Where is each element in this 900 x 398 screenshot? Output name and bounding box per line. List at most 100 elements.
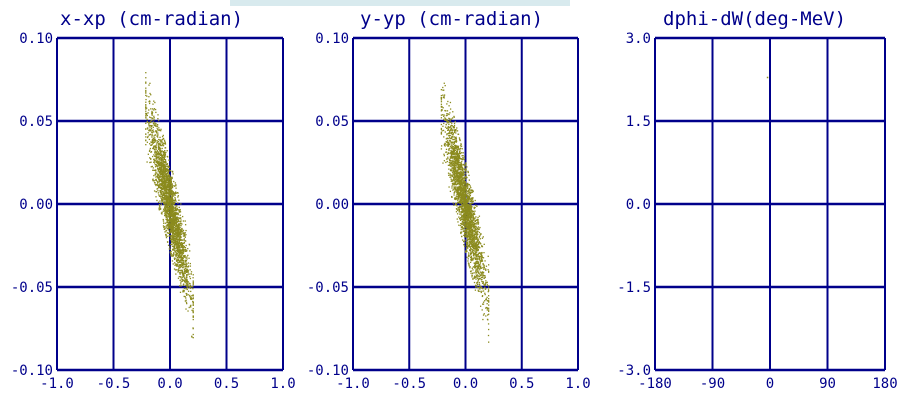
x-xp-particle	[157, 162, 160, 164]
x-xp-particle	[160, 157, 163, 160]
x-xp-particle	[159, 163, 161, 165]
x-xp-particle	[170, 243, 172, 246]
x-xp-particle	[155, 161, 157, 163]
x-xp-particle	[145, 108, 147, 110]
y-yp-particle	[476, 265, 478, 267]
y-yp-particle	[467, 186, 469, 188]
x-xp-particle	[162, 143, 164, 145]
x-xp-particle	[192, 311, 194, 313]
y-yp-particle	[448, 143, 450, 145]
x-xp-particle	[175, 265, 178, 267]
x-xp-particle	[151, 155, 154, 158]
x-xp-particle	[165, 222, 167, 224]
x-xp-particle	[161, 170, 163, 172]
x-xp-particle	[158, 143, 160, 145]
x-xp-particle	[192, 297, 194, 299]
y-yp-particle	[451, 153, 453, 156]
x-xp-particle	[180, 264, 183, 266]
x-xp-particle	[183, 232, 186, 234]
y-yp-particle	[482, 271, 484, 273]
x-xp-particle	[165, 185, 168, 187]
y-yp-particle	[456, 175, 458, 178]
x-xp-particle	[166, 201, 168, 203]
y-yp-particle	[481, 260, 484, 262]
x-xp-particle	[160, 179, 163, 181]
x-xp-particle	[183, 287, 186, 290]
y-yp-particle	[456, 146, 458, 149]
y-yp-particle	[481, 256, 483, 259]
x-xp-panel: x-xp (cm-radian) 0.100.050.00-0.05-0.10-…	[11, 8, 296, 392]
y-yp-particle	[448, 120, 450, 123]
x-xp-particle	[186, 250, 188, 252]
x-xp-particle	[178, 248, 180, 251]
x-xp-particle	[168, 181, 171, 183]
x-xp-particle	[158, 178, 160, 180]
x-xp-particle	[160, 185, 162, 187]
x-xp-particle	[168, 166, 170, 169]
x-xp-particle	[175, 273, 177, 275]
x-xp-xtick-label: 1.0	[270, 376, 295, 392]
x-xp-particle	[178, 210, 180, 212]
x-xp-particle	[150, 129, 152, 131]
x-xp-particle	[166, 211, 168, 213]
y-yp-particle	[458, 208, 460, 211]
y-yp-particle	[463, 158, 465, 161]
x-xp-particle	[145, 117, 147, 119]
y-yp-particle	[463, 164, 465, 166]
x-xp-particle	[176, 221, 178, 223]
x-xp-particle	[153, 148, 156, 151]
x-xp-particle	[180, 264, 182, 267]
y-yp-particle	[477, 220, 479, 222]
x-xp-particle	[192, 277, 194, 279]
x-xp-particle	[187, 274, 189, 276]
x-xp-particle	[174, 199, 177, 201]
x-xp-particle	[171, 229, 173, 232]
y-yp-particle	[464, 223, 466, 225]
y-yp-particle	[456, 162, 458, 164]
y-yp-particle	[458, 194, 460, 197]
y-yp-particle	[470, 189, 472, 192]
x-xp-particle	[187, 290, 190, 292]
x-xp-particle	[159, 180, 161, 182]
y-yp-particle	[449, 158, 451, 161]
x-xp-particle	[177, 238, 179, 241]
x-xp-particle	[165, 212, 167, 214]
x-xp-particle	[150, 94, 152, 96]
x-xp-particle	[155, 144, 157, 147]
y-yp-particle	[458, 200, 461, 203]
y-yp-particle	[472, 200, 474, 202]
x-xp-particle	[154, 108, 157, 111]
x-xp-particle	[163, 191, 165, 193]
y-yp-particle	[453, 124, 456, 127]
y-yp-particle	[487, 300, 489, 302]
x-xp-particle	[187, 310, 189, 312]
y-yp-particle	[447, 156, 449, 158]
x-xp-particle	[182, 248, 184, 250]
y-yp-particle	[458, 180, 460, 182]
y-yp-particle	[450, 129, 452, 132]
y-yp-particle	[474, 223, 476, 226]
y-yp-particle	[443, 118, 445, 121]
y-yp-particle	[475, 243, 477, 246]
y-yp-particle	[458, 148, 460, 150]
y-yp-particle	[470, 198, 472, 200]
y-yp-particle	[451, 179, 453, 181]
x-xp-particle	[192, 295, 194, 297]
y-yp-particle	[464, 186, 466, 188]
y-yp-particle	[446, 133, 448, 135]
y-yp-particle	[452, 134, 454, 136]
x-xp-particle	[172, 241, 174, 243]
x-xp-particle	[156, 155, 158, 157]
x-xp-particle	[164, 197, 166, 200]
x-xp-particle	[177, 192, 179, 194]
y-yp-particle	[478, 281, 481, 284]
y-yp-particle	[483, 243, 485, 246]
x-xp-particle	[188, 306, 190, 309]
x-xp-particle	[176, 238, 179, 241]
x-xp-particle	[154, 173, 156, 175]
x-xp-particle	[164, 213, 166, 216]
y-yp-particle	[453, 187, 456, 189]
x-xp-particle	[169, 192, 171, 194]
y-yp-particle	[465, 201, 467, 203]
y-yp-particle	[470, 214, 473, 216]
